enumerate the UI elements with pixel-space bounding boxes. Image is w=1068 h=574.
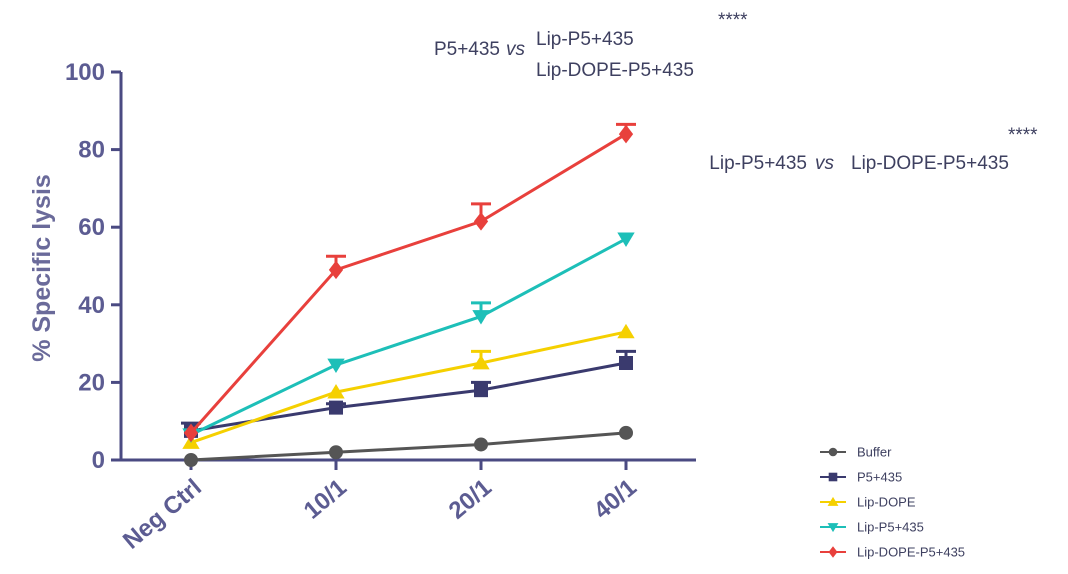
y-tick-label: 80 bbox=[78, 137, 105, 164]
data-point bbox=[184, 453, 198, 467]
comparison-1-right-1: Lip-P5+435 bbox=[536, 29, 634, 50]
data-point bbox=[329, 445, 343, 460]
comparison-1-left: P5+435 bbox=[434, 39, 500, 60]
legend-marker bbox=[827, 523, 839, 533]
y-tick-label: 20 bbox=[78, 369, 105, 396]
legend-marker bbox=[827, 496, 839, 506]
comparison-1-stars: **** bbox=[718, 10, 748, 31]
data-point bbox=[472, 310, 490, 325]
legend-label: Lip-DOPE-P5+435 bbox=[857, 545, 965, 560]
legend-item: Lip-DOPE bbox=[820, 495, 916, 510]
axis-ticks: 0 20 40 60 80 100 Neg Ctrl 10/1 20/1 40/1 bbox=[65, 59, 642, 555]
legend-item: Lip-DOPE-P5+435 bbox=[820, 545, 965, 560]
data-point bbox=[618, 124, 634, 144]
series-lip-dope bbox=[182, 323, 635, 449]
legend-label: Lip-P5+435 bbox=[857, 520, 924, 535]
y-tick-label: 0 bbox=[92, 447, 105, 474]
legend: Buffer P5+435 Lip-DOPE Lip-P5+435 Lip-DOPE-P… bbox=[820, 445, 965, 560]
data-point bbox=[327, 358, 345, 374]
data-point bbox=[183, 423, 199, 443]
x-tick-label: 10/1 bbox=[299, 474, 352, 525]
comparison-1-right-2: Lip-DOPE-P5+435 bbox=[536, 60, 694, 81]
data-point bbox=[328, 260, 344, 280]
legend-marker bbox=[828, 472, 838, 482]
y-axis-label: % Specific lysis bbox=[28, 174, 56, 362]
data-point bbox=[327, 383, 345, 399]
data-point bbox=[619, 356, 633, 370]
y-tick-label: 60 bbox=[78, 214, 105, 241]
series-line bbox=[190, 361, 627, 433]
data-point bbox=[617, 323, 635, 339]
x-tick-label: 20/1 bbox=[444, 474, 497, 525]
comparison-2-left: Lip-P5+435 bbox=[709, 153, 807, 174]
legend-marker bbox=[828, 546, 838, 558]
data-point bbox=[474, 437, 488, 452]
data-point bbox=[472, 354, 490, 370]
y-tick-label: 100 bbox=[65, 59, 105, 86]
legend-label: Buffer bbox=[857, 445, 892, 460]
x-tick-label: 40/1 bbox=[589, 474, 642, 525]
series-p5-435 bbox=[181, 349, 636, 438]
data-point bbox=[619, 425, 633, 440]
comparison-2-stars: **** bbox=[1008, 125, 1038, 146]
legend-item: Lip-P5+435 bbox=[820, 520, 924, 535]
comparison-1-vs: vs bbox=[506, 39, 526, 60]
legend-item: P5+435 bbox=[820, 470, 902, 485]
data-point bbox=[474, 383, 488, 398]
data-point bbox=[329, 400, 343, 415]
series-lip-p5-435 bbox=[182, 232, 635, 443]
legend-marker bbox=[828, 447, 838, 457]
series-layer bbox=[181, 122, 636, 467]
comparison-annotation-2: **** Lip-P5+435 vs Lip-DOPE-P5+435 bbox=[709, 125, 1038, 174]
comparison-2-vs: vs bbox=[815, 153, 835, 174]
legend-label: P5+435 bbox=[857, 470, 902, 485]
series-line bbox=[190, 431, 627, 462]
data-point bbox=[617, 232, 635, 247]
x-tick-label: Neg Ctrl bbox=[118, 474, 207, 555]
comparison-annotation-1: **** P5+435 vs Lip-P5+435 Lip-DOPE-P5+43… bbox=[434, 10, 748, 81]
legend-item: Buffer bbox=[820, 445, 892, 460]
series-buffer bbox=[184, 425, 633, 467]
series-lip-dope-p5-435 bbox=[183, 122, 636, 443]
series-line bbox=[190, 237, 627, 437]
legend-label: Lip-DOPE bbox=[857, 495, 916, 510]
comparison-2-right: Lip-DOPE-P5+435 bbox=[851, 153, 1009, 174]
y-tick-label: 40 bbox=[78, 292, 105, 319]
data-point bbox=[473, 212, 489, 231]
series-line bbox=[189, 132, 627, 434]
series-line bbox=[190, 330, 627, 444]
